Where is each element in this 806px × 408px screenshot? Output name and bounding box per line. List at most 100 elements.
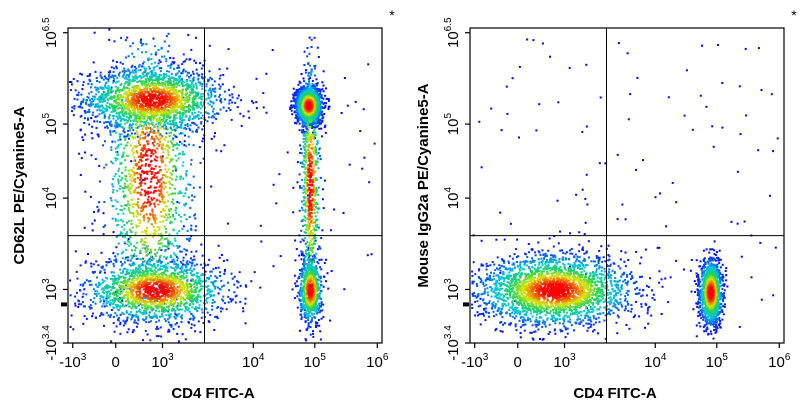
event-dot: [81, 73, 83, 76]
event-dot: [187, 307, 190, 310]
event-dot: [193, 111, 196, 114]
event-dot: [114, 92, 117, 95]
event-dot: [166, 269, 169, 272]
event-dot: [104, 86, 107, 89]
event-dot: [138, 115, 141, 118]
event-dot: [116, 123, 119, 126]
event-dot: [119, 260, 122, 263]
event-dot: [182, 195, 185, 198]
event-dot: [116, 201, 119, 203]
event-dot: [293, 274, 296, 277]
event-dot: [150, 118, 152, 121]
event-dot: [309, 308, 312, 311]
event-dot: [133, 69, 136, 72]
event-dot: [299, 118, 302, 121]
event-dot: [315, 267, 318, 270]
event-dot: [228, 94, 231, 97]
event-dot: [125, 299, 128, 302]
event-dot: [177, 214, 180, 216]
event-dot: [172, 148, 175, 151]
event-dot: [158, 67, 161, 70]
event-dot: [139, 268, 142, 271]
event-dot: [84, 261, 87, 264]
event-dot: [199, 111, 202, 114]
event-dot: [209, 314, 212, 316]
event-dot: [195, 124, 198, 127]
event-dot: [129, 123, 132, 126]
event-dot: [143, 61, 145, 63]
event-dot: [88, 305, 91, 308]
event-dot: [180, 192, 183, 195]
event-dot: [213, 116, 216, 119]
event-dot: [305, 127, 308, 130]
event-dot: [119, 61, 122, 64]
event-dot: [154, 304, 157, 307]
event-dot: [196, 115, 199, 118]
event-dot: [185, 92, 188, 95]
event-dot: [81, 101, 84, 104]
event-dot: [113, 96, 116, 99]
event-dot: [188, 94, 191, 97]
event-dot: [200, 97, 203, 100]
event-dot: [179, 267, 182, 270]
event-dot: [120, 298, 123, 301]
event-dot: [305, 153, 307, 156]
event-dot: [173, 311, 176, 314]
event-dot: [201, 87, 204, 90]
event-dot: [141, 65, 144, 68]
event-dot: [295, 91, 298, 94]
event-dot: [108, 290, 110, 293]
event-dot: [186, 74, 189, 77]
event-dot: [208, 258, 211, 261]
event-dot: [132, 329, 135, 332]
event-dot: [153, 115, 155, 118]
event-dot: [200, 243, 203, 246]
event-dot: [104, 84, 107, 87]
event-dot: [239, 284, 242, 287]
event-dot: [159, 61, 162, 63]
event-dot: [306, 241, 309, 244]
event-dot: [110, 340, 113, 343]
event-dot: [132, 111, 135, 114]
event-dot: [305, 316, 307, 319]
event-dot: [93, 95, 96, 98]
event-dot: [166, 309, 169, 312]
event-dot: [204, 307, 207, 310]
event-dot: [139, 303, 142, 306]
event-dot: [69, 279, 72, 282]
event-dot: [161, 245, 164, 248]
event-dot: [228, 99, 231, 102]
event-dot: [142, 71, 145, 74]
event-dot: [112, 280, 115, 283]
event-dot: [198, 275, 200, 278]
event-dot: [303, 263, 306, 266]
event-dot: [72, 114, 75, 117]
event-dot: [307, 72, 310, 75]
event-dot: [176, 247, 179, 249]
event-dot: [162, 309, 165, 312]
event-dot: [303, 146, 306, 149]
event-dot: [154, 73, 157, 76]
event-dot: [131, 316, 134, 319]
event-dot: [112, 316, 115, 318]
event-dot: [138, 308, 141, 311]
event-dot: [185, 261, 188, 264]
event-dot: [279, 255, 282, 258]
event-dot: [191, 294, 194, 297]
event-dot: [168, 316, 171, 319]
event-dot: [174, 114, 177, 117]
event-dot: [179, 278, 182, 281]
event-dot: [182, 70, 185, 73]
event-dot: [316, 207, 319, 210]
event-dot: [299, 185, 301, 188]
event-dot: [111, 217, 114, 220]
event-dot: [104, 287, 107, 290]
event-dot: [105, 81, 108, 84]
event-dot: [118, 112, 121, 115]
event-dot: [126, 36, 129, 39]
event-dot: [110, 95, 113, 98]
event-dot: [113, 175, 116, 178]
event-dot: [304, 252, 307, 255]
event-dot: [159, 315, 161, 318]
event-dot: [178, 144, 181, 147]
